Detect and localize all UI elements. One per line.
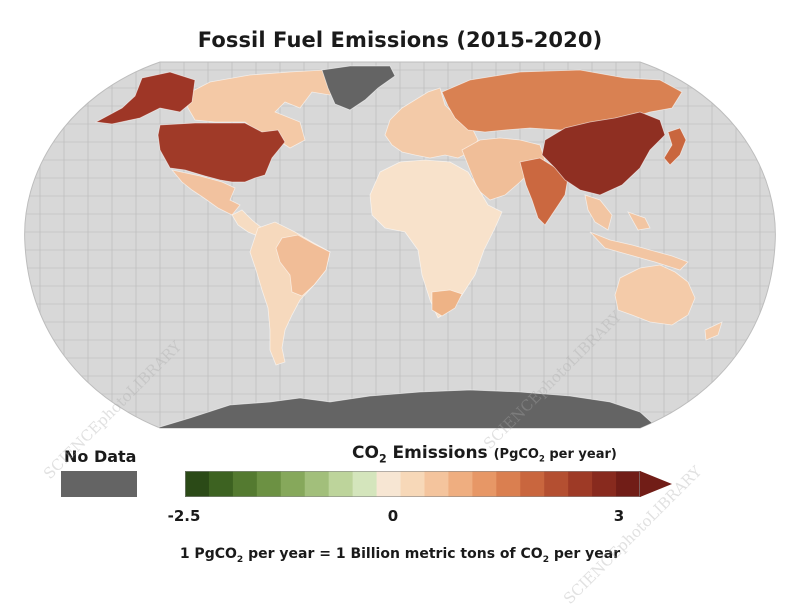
footnote-part-2: per year = 1 Billion metric tons of CO xyxy=(243,546,543,562)
color-scale-swatch xyxy=(496,471,521,497)
region-greenland xyxy=(321,65,396,111)
color-scale-swatch xyxy=(376,471,402,497)
color-scale-swatch xyxy=(256,471,282,497)
region-alaska xyxy=(94,71,196,125)
color-scale-swatch xyxy=(352,471,378,497)
legend-tick-zero: 0 xyxy=(387,507,399,525)
legend-title-main: CO xyxy=(352,443,379,463)
footnote-sub-2: 2 xyxy=(542,554,550,565)
color-scale-swatch xyxy=(304,471,330,497)
region-australia xyxy=(614,264,723,341)
color-scale-swatch xyxy=(616,471,641,497)
region-south-africa xyxy=(431,289,463,317)
color-scale-swatch xyxy=(520,471,545,497)
region-canada xyxy=(184,69,346,149)
color-scale-swatch xyxy=(400,471,426,497)
legend-title-sub: 2 xyxy=(378,452,387,466)
color-scale-swatch xyxy=(232,471,258,497)
region-mexico xyxy=(170,169,241,216)
color-scale-swatch xyxy=(472,471,497,497)
region-europe xyxy=(384,87,479,159)
legend-title: CO2 Emissions (PgCO2 per year) xyxy=(352,443,617,465)
color-scale-swatch xyxy=(424,471,450,497)
color-scale-border xyxy=(185,471,640,497)
region-china xyxy=(541,111,666,196)
color-scale-swatch xyxy=(208,471,234,497)
color-scale-swatch xyxy=(280,471,306,497)
landmasses xyxy=(94,65,723,428)
legend-tick-min: -2.5 xyxy=(167,507,201,525)
color-scale-arrow xyxy=(640,471,672,497)
legend-unit-post: per year) xyxy=(544,447,617,462)
region-southeast-asia xyxy=(584,194,689,271)
legend-title-rest: Emissions xyxy=(386,443,494,463)
unit-footnote: 1 PgCO2 per year = 1 Billion metric tons… xyxy=(0,546,800,565)
footnote-sub-1: 2 xyxy=(236,554,244,565)
color-scale-bar xyxy=(185,471,672,497)
region-united-states xyxy=(157,122,286,183)
color-scale-swatch xyxy=(568,471,593,497)
color-scale-swatch xyxy=(448,471,473,497)
color-scale-swatch xyxy=(185,471,210,497)
color-scale-swatch xyxy=(328,471,354,497)
footnote-part-3: per year xyxy=(549,546,621,562)
legend-tick-max: 3 xyxy=(613,507,625,525)
map-title: Fossil Fuel Emissions (2015-2020) xyxy=(197,28,603,52)
legend-unit-pre: (PgCO xyxy=(493,447,539,462)
region-india xyxy=(519,157,569,226)
color-scale-swatch xyxy=(592,471,617,497)
legend-unit-sub: 2 xyxy=(538,453,545,464)
region-brazil xyxy=(275,234,331,297)
region-africa xyxy=(369,159,503,319)
region-japan xyxy=(663,127,687,166)
footnote-part-1: 1 PgCO xyxy=(179,546,237,562)
no-data-swatch xyxy=(61,471,137,497)
legend-unit: (PgCO2 per year) xyxy=(493,447,617,464)
color-scale-swatch xyxy=(544,471,569,497)
no-data-label: No Data xyxy=(64,447,137,466)
